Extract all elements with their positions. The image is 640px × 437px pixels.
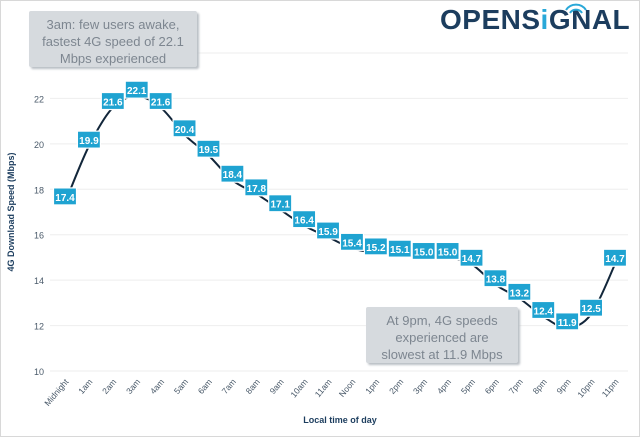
series-line (64, 95, 616, 329)
y-tick-label: 22 (34, 94, 44, 104)
x-tick-label: Midnight (42, 376, 71, 408)
data-label-box (292, 210, 317, 229)
data-label-box (435, 241, 460, 261)
x-tick-label: 5am (172, 377, 190, 396)
data-label-box (459, 248, 484, 267)
x-tick-label: 5pm (459, 377, 477, 396)
data-label-box (148, 91, 173, 111)
data-label: 17.4 (55, 193, 75, 204)
x-tick-label: 8pm (530, 377, 548, 396)
x-tick-label: 10pm (575, 377, 596, 400)
data-label-box (244, 178, 269, 197)
annotation-low: At 9pm, 4G speeds experienced are slowes… (366, 307, 518, 363)
data-label: 16.4 (294, 216, 314, 227)
data-label: 15.4 (342, 238, 362, 249)
data-label-box (315, 221, 341, 240)
data-label-box (124, 80, 149, 99)
x-tick-label: 11am (313, 377, 334, 399)
data-label-box (220, 164, 245, 183)
x-tick-label: 4am (148, 377, 166, 396)
x-tick-label: 7pm (507, 377, 525, 396)
y-tick-label: 10 (34, 367, 44, 377)
y-tick-label: 14 (34, 276, 44, 286)
data-label: 15.2 (366, 243, 386, 254)
data-label: 22.1 (127, 86, 147, 97)
data-label-box (387, 239, 412, 258)
opensignal-logo: OPENSiGNAL (440, 4, 631, 35)
x-tick-label: 1pm (363, 377, 381, 396)
data-label-box (339, 232, 365, 251)
data-label: 15.1 (390, 245, 410, 256)
data-label: 14.7 (462, 254, 482, 265)
data-label: 18.4 (223, 170, 243, 181)
data-label-box (268, 194, 293, 213)
wifi-signal-icon (565, 3, 587, 14)
data-label: 12.4 (534, 306, 554, 317)
x-tick-label: 8am (244, 377, 262, 396)
x-tick-label: 2am (100, 377, 118, 396)
data-label: 15.0 (438, 247, 458, 258)
data-label: 13.2 (510, 288, 530, 299)
x-tick-label: Noon (337, 377, 358, 399)
x-tick-label: 9am (267, 377, 285, 396)
y-tick-label: 12 (34, 322, 44, 332)
x-tick-label: 11pm (600, 377, 621, 399)
data-label: 19.5 (199, 145, 219, 156)
data-label-box (602, 248, 628, 267)
data-label: 14.7 (605, 254, 625, 265)
x-tick-label: 1am (76, 377, 94, 396)
data-label-box (172, 119, 197, 138)
data-label-box (196, 139, 221, 158)
data-label-box (507, 282, 532, 301)
data-label: 15.0 (414, 247, 434, 258)
x-tick-label: 6am (196, 377, 214, 396)
data-label-box (100, 91, 125, 111)
data-label-box (555, 312, 580, 331)
data-label: 15.9 (318, 227, 338, 238)
data-label: 19.9 (79, 136, 99, 147)
data-label-box (578, 298, 604, 317)
data-label: 21.6 (151, 98, 171, 109)
data-label-box (363, 237, 388, 256)
x-tick-label: 6pm (483, 377, 501, 396)
data-label: 11.9 (558, 318, 577, 329)
x-axis-title: Local time of day (303, 415, 377, 425)
data-label: 20.4 (175, 125, 195, 136)
data-label: 13.8 (486, 275, 506, 286)
y-tick-label: 16 (34, 231, 44, 241)
data-label-box (76, 130, 102, 149)
data-label-box (483, 269, 508, 288)
x-tick-label: 3pm (411, 377, 429, 396)
x-tick-label: 2pm (387, 377, 405, 396)
x-tick-label: 9pm (554, 377, 572, 396)
x-tick-label: 4pm (435, 377, 453, 396)
data-label: 21.6 (103, 98, 123, 109)
data-label-box (531, 300, 556, 320)
data-label: 17.1 (270, 200, 290, 211)
x-tick-label: 3am (124, 377, 142, 396)
y-tick-label: 20 (34, 140, 44, 150)
data-label-box (52, 187, 78, 206)
y-tick-label: 18 (34, 185, 44, 195)
x-tick-label: 10am (288, 377, 309, 400)
y-axis-title: 4G Download Speed (Mbps) (6, 152, 16, 271)
annotation-peak: 3am: few users awake, fastest 4G speed o… (29, 11, 197, 67)
data-label: 17.8 (247, 184, 267, 195)
data-label-box (411, 241, 436, 261)
data-label: 12.5 (581, 304, 601, 315)
x-tick-label: 7am (220, 377, 238, 396)
